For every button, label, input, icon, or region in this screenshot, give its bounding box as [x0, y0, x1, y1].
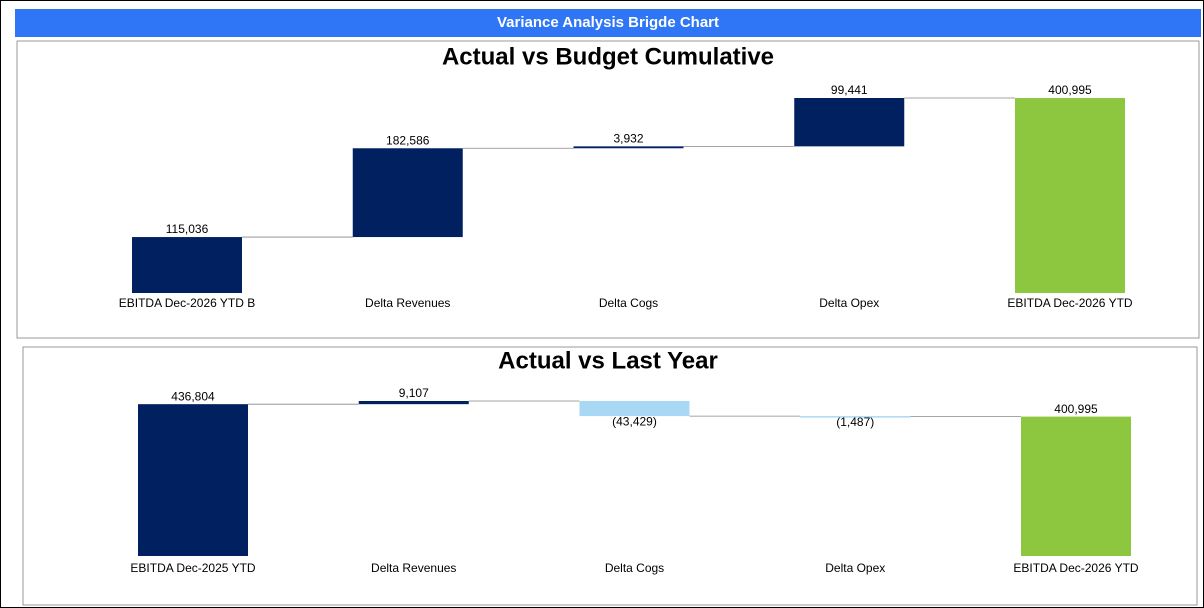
x-tick-label: EBITDA Dec-2026 YTD	[1007, 296, 1132, 310]
x-tick-label: EBITDA Dec-2026 YTD B	[119, 296, 256, 310]
x-tick-label: Delta Cogs	[599, 296, 658, 310]
x-tick-label: Delta Cogs	[605, 561, 664, 575]
panel	[22, 346, 1198, 606]
x-tick-label: Delta Opex	[819, 296, 879, 310]
value-label: (1,487)	[836, 415, 874, 429]
bar	[579, 401, 690, 417]
x-tick-label: Delta Revenues	[371, 561, 456, 575]
chart-title: Actual vs Last Year	[498, 347, 718, 374]
bar	[794, 98, 905, 147]
x-tick-label: EBITDA Dec-2025 YTD	[130, 561, 255, 575]
chart-title: Actual vs Budget Cumulative	[442, 43, 774, 70]
value-label: 3,932	[613, 132, 643, 146]
bar	[800, 416, 911, 418]
panel	[16, 40, 1200, 339]
bar	[138, 404, 248, 556]
value-label: 400,995	[1048, 83, 1092, 97]
value-label: 99,441	[831, 83, 868, 97]
value-label: 400,995	[1054, 402, 1098, 416]
bar	[1021, 416, 1131, 556]
value-label: 9,107	[399, 386, 429, 400]
x-tick-label: Delta Opex	[825, 561, 885, 575]
bar	[1015, 98, 1125, 293]
bar	[573, 146, 684, 149]
value-label: 182,586	[386, 133, 430, 147]
bar	[352, 148, 463, 238]
value-label: 115,036	[166, 222, 209, 236]
x-tick-label: Delta Revenues	[365, 296, 450, 310]
bar	[358, 401, 469, 405]
bar	[132, 237, 242, 293]
header-title: Variance Analysis Brigde Chart	[497, 14, 719, 31]
value-label: 436,804	[171, 389, 215, 403]
value-label: (43,429)	[612, 414, 657, 428]
x-tick-label: EBITDA Dec-2026 YTD	[1013, 561, 1138, 575]
header-bar	[15, 9, 1201, 37]
